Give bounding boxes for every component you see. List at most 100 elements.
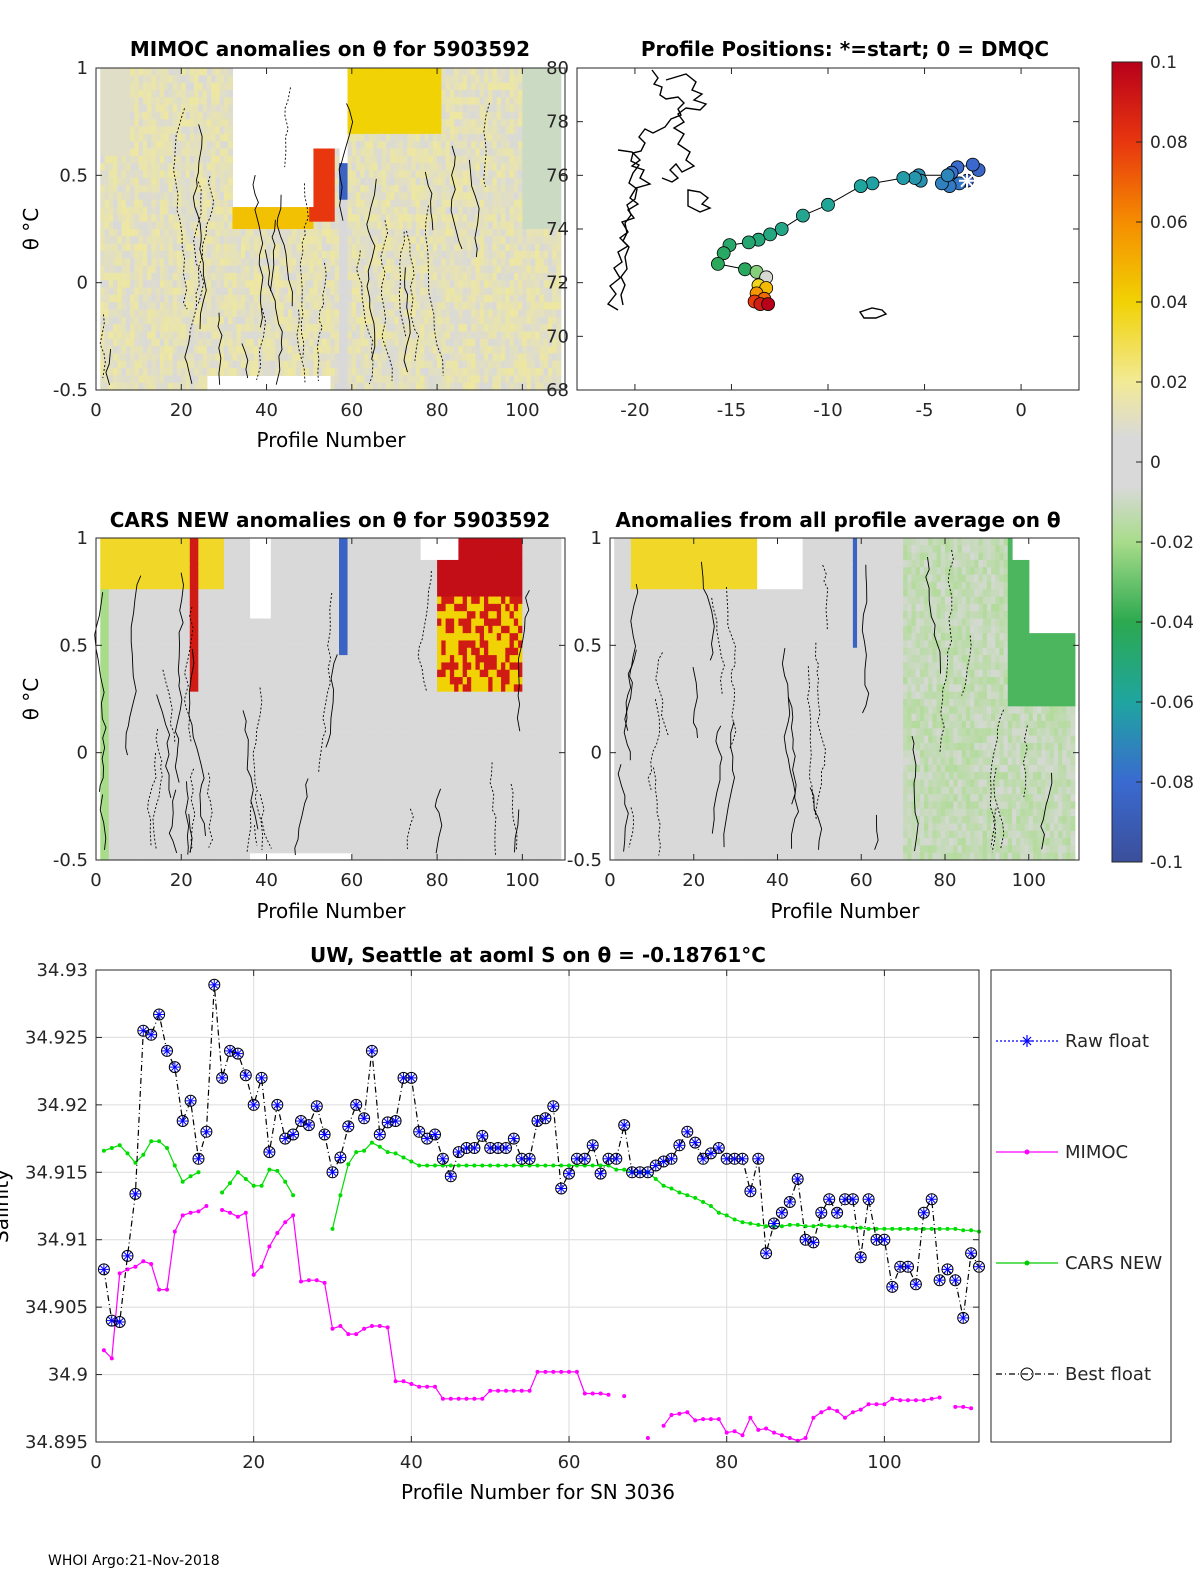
heatmap-cell bbox=[108, 346, 114, 355]
heatmap-cell bbox=[368, 331, 374, 340]
heatmap-cell bbox=[445, 346, 451, 355]
heatmap-cell bbox=[479, 89, 485, 98]
heatmap-cell bbox=[168, 302, 174, 311]
heatmap-cell bbox=[147, 111, 153, 120]
heatmap-cell bbox=[411, 148, 417, 157]
heatmap-cell bbox=[142, 677, 148, 685]
heatmap-cell bbox=[364, 207, 370, 215]
contour-line bbox=[269, 219, 276, 292]
heatmap-cell bbox=[326, 163, 332, 172]
heatmap-cell bbox=[539, 302, 545, 311]
heatmap-cell bbox=[351, 192, 357, 201]
heatmap-cell bbox=[219, 104, 225, 113]
heatmap-cell bbox=[479, 163, 485, 172]
heatmap-cell bbox=[394, 287, 400, 296]
heatmap-cell bbox=[215, 141, 221, 150]
heatmap-cell bbox=[232, 302, 238, 311]
heatmap-cell bbox=[556, 280, 562, 289]
heatmap-cell bbox=[117, 852, 123, 861]
heatmap-cell bbox=[142, 589, 148, 598]
heatmap-cell bbox=[100, 845, 106, 854]
heatmap-cell bbox=[364, 331, 370, 340]
heatmap-cell bbox=[168, 207, 174, 215]
heatmap-cell bbox=[125, 764, 131, 773]
heatmap-cell bbox=[151, 581, 157, 590]
heatmap-cell bbox=[535, 309, 541, 318]
heatmap-cell bbox=[108, 353, 114, 362]
heatmap-cell bbox=[475, 382, 481, 391]
heatmap-cell bbox=[556, 346, 562, 355]
heatmap-cell bbox=[104, 816, 110, 825]
heatmap-cell bbox=[547, 375, 553, 384]
heatmap-cell bbox=[530, 331, 536, 340]
heatmap-cell bbox=[445, 250, 451, 259]
heatmap-cell bbox=[113, 119, 118, 128]
heatmap-cell bbox=[411, 104, 417, 113]
heatmap-cell bbox=[134, 823, 140, 832]
profile-position-marker bbox=[940, 168, 955, 183]
heatmap-cell bbox=[117, 280, 123, 289]
heatmap-cell bbox=[202, 316, 208, 325]
heatmap-cell bbox=[125, 104, 131, 113]
heatmap-cell bbox=[547, 331, 553, 340]
heatmap-cell bbox=[368, 89, 374, 98]
heatmap-cell bbox=[104, 97, 110, 106]
heatmap-cell bbox=[505, 177, 511, 186]
heatmap-cell bbox=[424, 207, 430, 215]
heatmap-cell bbox=[117, 331, 123, 340]
heatmap-cell bbox=[219, 214, 225, 223]
heatmap-cell bbox=[117, 750, 123, 759]
heatmap-cell bbox=[296, 316, 302, 325]
heatmap-cell bbox=[424, 111, 430, 120]
heatmap-cell bbox=[458, 368, 464, 376]
heatmap-cell bbox=[454, 360, 460, 369]
heatmap-cell bbox=[219, 265, 225, 274]
heatmap-cell bbox=[266, 353, 272, 362]
heatmap-cell bbox=[104, 574, 110, 583]
heatmap-cell bbox=[181, 89, 187, 98]
heatmap-cell bbox=[556, 265, 562, 274]
heatmap-cell bbox=[262, 309, 268, 318]
heatmap-cell bbox=[130, 742, 135, 751]
heatmap-cell bbox=[398, 368, 404, 376]
heatmap-cell bbox=[547, 133, 553, 142]
heatmap-cell bbox=[134, 830, 140, 839]
heatmap-cell bbox=[334, 360, 340, 369]
heatmap-cell bbox=[364, 375, 370, 384]
heatmap-cell bbox=[121, 786, 127, 795]
heatmap-cell bbox=[377, 185, 383, 194]
heatmap-cell bbox=[283, 258, 289, 267]
heatmap-cell bbox=[539, 360, 545, 369]
heatmap-cell bbox=[194, 126, 199, 135]
heatmap-cell bbox=[219, 368, 225, 376]
heatmap-cell bbox=[198, 250, 204, 259]
heatmap-cell bbox=[104, 382, 110, 391]
heatmap-cell bbox=[164, 111, 170, 120]
heatmap-cell bbox=[445, 338, 451, 347]
heatmap-cell bbox=[108, 684, 114, 693]
heatmap-cell bbox=[189, 382, 195, 391]
heatmap-cell bbox=[518, 287, 523, 296]
heatmap-cell bbox=[543, 280, 549, 289]
heatmap-cell bbox=[518, 265, 523, 274]
heatmap-cell bbox=[501, 119, 506, 128]
heatmap-cell bbox=[479, 324, 485, 333]
heatmap-cell bbox=[402, 272, 408, 281]
heatmap-cell bbox=[454, 82, 460, 91]
heatmap-cell bbox=[151, 133, 157, 142]
heatmap-cell bbox=[125, 801, 131, 810]
heatmap-cell bbox=[518, 368, 523, 376]
heatmap-cell bbox=[466, 141, 472, 150]
heatmap-cell bbox=[249, 250, 255, 259]
heatmap-cell bbox=[189, 126, 195, 135]
heatmap-cell bbox=[185, 243, 191, 252]
heatmap-cell bbox=[275, 324, 280, 333]
heatmap-cell bbox=[134, 757, 140, 766]
heatmap-cell bbox=[449, 104, 455, 113]
heatmap-cell bbox=[458, 199, 464, 208]
heatmap-cell bbox=[471, 89, 477, 98]
heatmap-cell bbox=[147, 272, 153, 281]
heatmap-cell bbox=[334, 346, 340, 355]
heatmap-cell bbox=[547, 243, 553, 252]
heatmap-cell bbox=[206, 111, 212, 120]
